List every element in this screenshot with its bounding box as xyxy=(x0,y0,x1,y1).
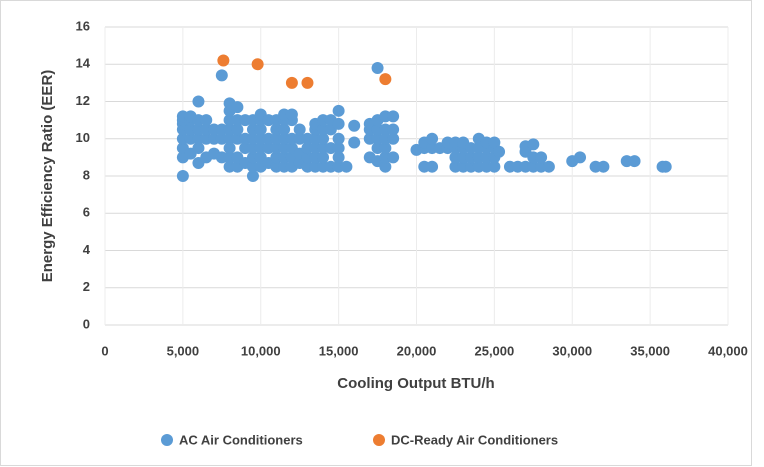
point xyxy=(493,145,506,158)
point xyxy=(192,142,205,155)
x-tick-label: 35,000 xyxy=(630,343,670,358)
point xyxy=(278,123,291,136)
point xyxy=(387,132,400,145)
x-axis-title: Cooling Output BTU/h xyxy=(337,375,494,392)
y-axis-title: Energy Efficiency Ratio (EER) xyxy=(39,70,56,283)
point xyxy=(251,58,264,71)
y-tick-label: 0 xyxy=(83,316,90,331)
x-tick-label: 10,000 xyxy=(241,343,281,358)
point xyxy=(387,123,400,136)
point xyxy=(426,160,439,173)
point xyxy=(231,101,244,114)
x-tick-label: 40,000 xyxy=(708,343,748,358)
point xyxy=(527,138,540,151)
point xyxy=(379,142,392,155)
y-tick-label: 4 xyxy=(83,242,91,257)
point xyxy=(317,151,330,164)
point xyxy=(192,95,205,108)
point xyxy=(597,160,610,173)
x-tick-label: 30,000 xyxy=(552,343,592,358)
y-tick-label: 12 xyxy=(76,93,90,108)
legend-marker xyxy=(161,434,173,446)
point xyxy=(628,155,641,168)
point xyxy=(217,54,230,67)
legend-label: AC Air Conditioners xyxy=(179,432,303,447)
legend-marker xyxy=(373,434,385,446)
point xyxy=(426,132,439,145)
legend-label: DC-Ready Air Conditioners xyxy=(391,432,558,447)
point xyxy=(332,117,345,130)
point xyxy=(317,132,330,145)
point xyxy=(371,61,384,74)
x-tick-label: 5,000 xyxy=(167,343,200,358)
point xyxy=(488,136,501,149)
point xyxy=(379,160,392,173)
point xyxy=(488,160,501,173)
point xyxy=(387,151,400,164)
point xyxy=(659,160,672,173)
point xyxy=(332,132,345,145)
point xyxy=(223,142,236,155)
point xyxy=(574,151,587,164)
y-tick-label: 2 xyxy=(83,279,90,294)
point xyxy=(231,123,244,136)
y-tick-label: 6 xyxy=(83,205,90,220)
point xyxy=(293,123,306,136)
y-tick-label: 16 xyxy=(76,18,90,33)
point xyxy=(535,151,548,164)
point xyxy=(254,123,267,136)
point xyxy=(200,114,213,127)
point xyxy=(332,142,345,155)
point xyxy=(348,119,361,132)
plot-area xyxy=(176,54,672,182)
point xyxy=(542,160,555,173)
x-tick-label: 20,000 xyxy=(397,343,437,358)
point xyxy=(176,170,189,182)
point xyxy=(246,170,259,182)
y-tick-label: 8 xyxy=(83,167,90,182)
point xyxy=(340,160,353,173)
x-tick-label: 25,000 xyxy=(474,343,514,358)
y-tick-label: 10 xyxy=(76,130,90,145)
point xyxy=(301,76,314,89)
y-tick-label: 14 xyxy=(76,56,91,71)
point xyxy=(387,110,400,123)
point xyxy=(285,76,298,89)
point xyxy=(348,136,361,149)
x-tick-label: 15,000 xyxy=(319,343,359,358)
point xyxy=(285,108,298,121)
x-tick-label: 0 xyxy=(101,343,108,358)
point xyxy=(332,151,345,164)
point xyxy=(332,104,345,117)
legend: AC Air Conditioners DC-Ready Air Conditio… xyxy=(161,432,558,447)
point xyxy=(215,69,228,82)
point xyxy=(379,73,392,86)
